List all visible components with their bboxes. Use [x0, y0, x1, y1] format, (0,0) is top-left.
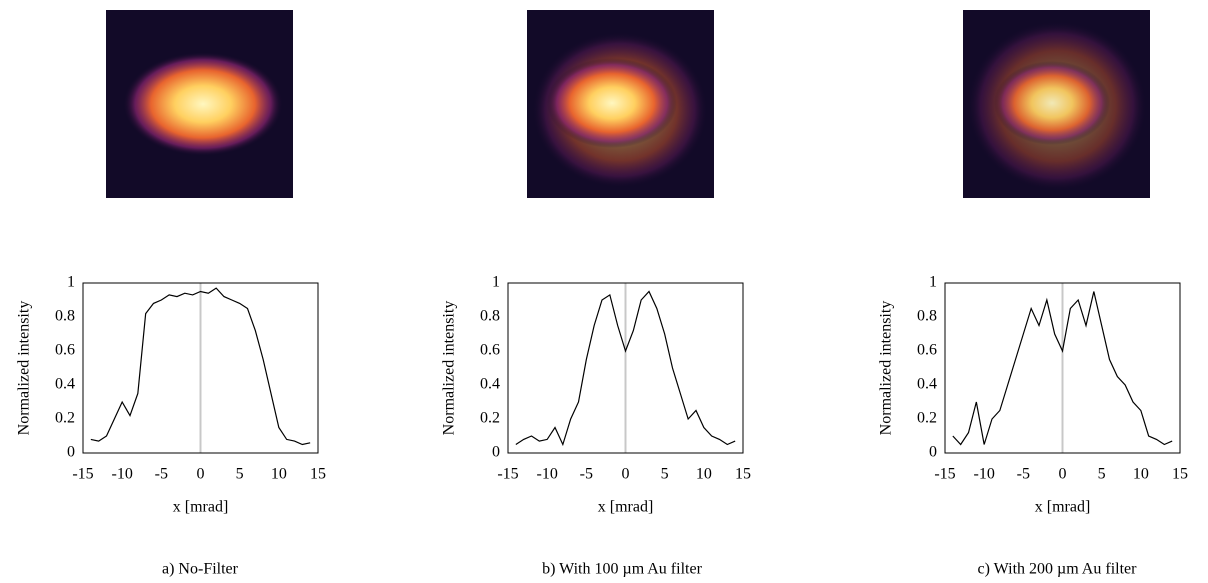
x-axis-label: x [mrad]: [1035, 499, 1091, 516]
x-tick-label: 5: [1098, 466, 1106, 483]
y-tick-label: 0.2: [55, 410, 75, 427]
x-tick-label: 15: [310, 466, 326, 483]
y-axis-label: Normalized intensity: [441, 301, 458, 436]
beam-image-a: [106, 10, 293, 198]
y-tick-label: 0.8: [917, 308, 937, 325]
y-tick-label: 0: [67, 444, 75, 461]
beam-image-b: [527, 10, 714, 198]
x-tick-label: 0: [1059, 466, 1067, 483]
y-tick-label: 0: [929, 444, 937, 461]
x-axis-label: x [mrad]: [173, 499, 229, 516]
y-tick-label: 0.4: [917, 376, 937, 393]
y-tick-label: 0.8: [55, 308, 75, 325]
x-tick-label: -5: [155, 466, 168, 483]
plot-frame: [944, 282, 1181, 454]
x-tick-label: 15: [735, 466, 751, 483]
x-tick-label: -15: [934, 466, 955, 483]
plot-frame: [507, 282, 744, 454]
x-tick-label: -10: [112, 466, 133, 483]
y-tick-label: 0.4: [55, 376, 75, 393]
y-axis-label: Normalized intensity: [878, 301, 895, 436]
caption: c) With 200 µm Au filter: [978, 561, 1138, 578]
x-tick-label: 10: [1133, 466, 1149, 483]
y-tick-label: 0.6: [480, 342, 500, 359]
y-tick-label: 0.8: [480, 308, 500, 325]
x-tick-label: 15: [1172, 466, 1188, 483]
x-tick-label: -10: [537, 466, 558, 483]
y-tick-label: 0: [492, 444, 500, 461]
x-tick-label: -10: [974, 466, 995, 483]
x-tick-label: 0: [622, 466, 630, 483]
x-tick-label: 10: [696, 466, 712, 483]
intensity-line: [90, 287, 311, 446]
x-tick-label: 5: [661, 466, 669, 483]
y-tick-label: 1: [492, 274, 500, 291]
y-tick-label: 0.2: [917, 410, 937, 427]
intensity-line: [952, 291, 1173, 446]
y-tick-label: 0.6: [55, 342, 75, 359]
x-tick-label: -5: [580, 466, 593, 483]
y-tick-label: 1: [929, 274, 937, 291]
x-tick-label: -15: [72, 466, 93, 483]
plot-frame: [82, 282, 319, 454]
x-tick-label: 10: [271, 466, 287, 483]
beam-image-c: [963, 10, 1150, 198]
x-tick-label: -5: [1017, 466, 1030, 483]
intensity-line: [515, 290, 736, 447]
y-tick-label: 0.4: [480, 376, 500, 393]
y-tick-label: 1: [67, 274, 75, 291]
y-tick-label: 0.2: [480, 410, 500, 427]
x-tick-label: 5: [236, 466, 244, 483]
y-tick-label: 0.6: [917, 342, 937, 359]
y-axis-label: Normalized intensity: [16, 301, 33, 436]
x-tick-label: 0: [197, 466, 205, 483]
caption: b) With 100 µm Au filter: [542, 561, 702, 578]
x-tick-label: -15: [497, 466, 518, 483]
x-axis-label: x [mrad]: [598, 499, 654, 516]
caption: a) No-Filter: [162, 561, 239, 578]
